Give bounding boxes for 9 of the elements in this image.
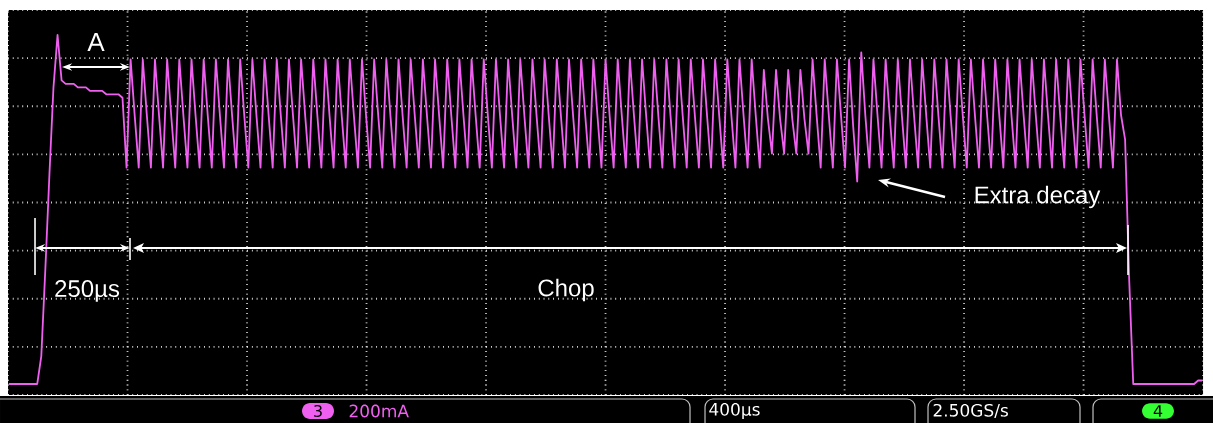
text: 400µs — [709, 402, 760, 420]
annotation: 250µs — [55, 280, 120, 302]
text: 4 — [1153, 405, 1163, 417]
text: 2.50GS/s — [933, 403, 1008, 419]
annotation: Extra decay — [975, 185, 1101, 209]
text: 3 — [314, 404, 322, 418]
annotation: A — [87, 33, 105, 51]
text: 200mA — [349, 404, 409, 418]
annotation: Chop — [538, 278, 594, 302]
